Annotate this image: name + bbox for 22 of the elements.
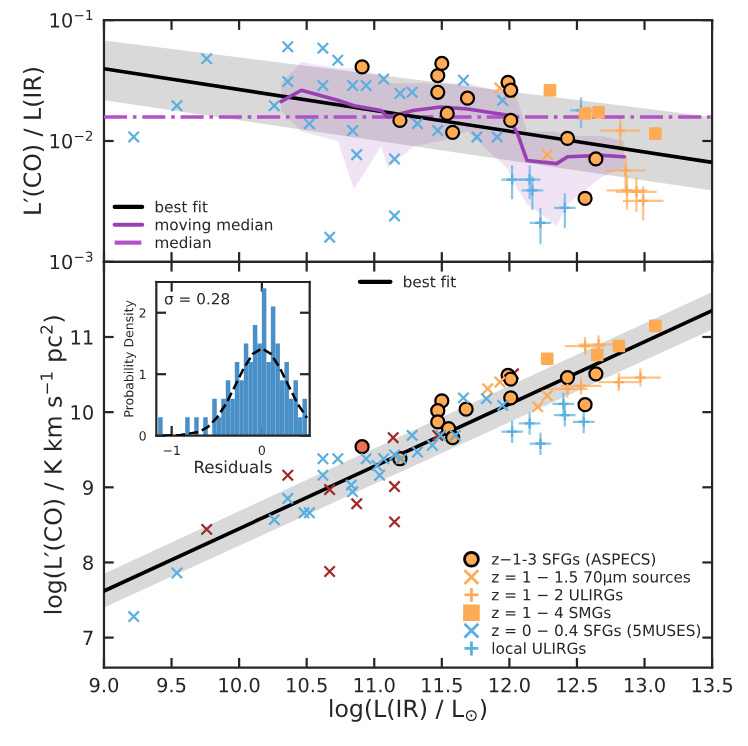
x-tick-label: 13.0 (625, 677, 665, 693)
x-axis-title: Residuals (195, 460, 272, 474)
y-tick-label: 11 (71, 330, 93, 345)
x-tick-label: 11.5 (422, 677, 462, 693)
x-tick-label: 11.0 (354, 677, 395, 693)
x-tick-label: 13.5 (692, 677, 733, 693)
y-tick-label: 10$^{−1}$ (50, 10, 93, 28)
y-tick-label: 8 (83, 555, 93, 571)
y-tick-label: 9 (83, 480, 93, 495)
y-tick-label: 7 (83, 630, 93, 645)
x-axis-title: log(L(IR) / L$_{⊙}$) (330, 698, 487, 722)
x-tick-label: 10.0 (219, 677, 260, 693)
x-tick-label: 9.5 (157, 677, 186, 693)
x-tick-label: 12.5 (557, 677, 597, 693)
x-tick-label: 10.5 (287, 677, 327, 693)
y-tick-label: 10$^{−2}$ (50, 130, 93, 149)
y-axis-title: L′(CO) / L(IR) (22, 68, 44, 214)
x-tick-label: 9.0 (89, 677, 119, 693)
y-tick-label: 10$^{−3}$ (50, 251, 93, 270)
x-tick-label: 12.0 (489, 677, 530, 693)
y-tick-label: 10 (71, 405, 93, 420)
y-axis-title: log(L′(CO) / K km s$^{−1}$ pc$^{2}$) (40, 316, 67, 614)
